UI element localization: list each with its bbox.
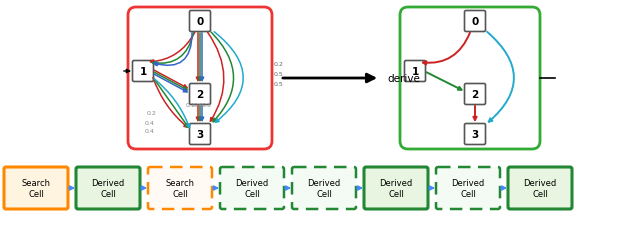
Text: 0.2: 0.2 [147, 110, 157, 116]
Text: Search
Cell: Search Cell [22, 179, 51, 198]
Text: 0.1: 0.1 [186, 103, 196, 108]
Text: derive: derive [387, 74, 420, 84]
Text: 0.5: 0.5 [274, 82, 284, 87]
FancyBboxPatch shape [189, 124, 211, 145]
Text: 3: 3 [472, 129, 479, 139]
FancyBboxPatch shape [465, 124, 486, 145]
FancyBboxPatch shape [508, 167, 572, 209]
FancyBboxPatch shape [148, 167, 212, 209]
Text: 1: 1 [140, 67, 147, 77]
FancyBboxPatch shape [364, 167, 428, 209]
Text: Derived
Cell: Derived Cell [307, 179, 340, 198]
Text: 2: 2 [472, 90, 479, 100]
FancyBboxPatch shape [189, 84, 211, 105]
FancyBboxPatch shape [132, 61, 154, 82]
FancyBboxPatch shape [404, 61, 426, 82]
Text: Derived
Cell: Derived Cell [380, 179, 413, 198]
FancyBboxPatch shape [4, 167, 68, 209]
Text: Derived
Cell: Derived Cell [92, 179, 125, 198]
Text: 3: 3 [196, 129, 204, 139]
Text: Derived
Cell: Derived Cell [524, 179, 557, 198]
FancyBboxPatch shape [400, 8, 540, 149]
Text: 0: 0 [196, 17, 204, 27]
Text: 0.4: 0.4 [145, 121, 155, 125]
Text: Derived
Cell: Derived Cell [451, 179, 484, 198]
Text: 0.4: 0.4 [145, 128, 155, 134]
Text: 0.6: 0.6 [194, 103, 204, 108]
Text: 2: 2 [196, 90, 204, 100]
Text: Derived
Cell: Derived Cell [236, 179, 269, 198]
FancyBboxPatch shape [128, 8, 272, 149]
Text: 0.3: 0.3 [202, 103, 212, 108]
Text: Search
Cell: Search Cell [166, 179, 195, 198]
FancyBboxPatch shape [436, 167, 500, 209]
FancyBboxPatch shape [465, 12, 486, 32]
Text: 1: 1 [412, 67, 419, 77]
Text: 0: 0 [472, 17, 479, 27]
FancyBboxPatch shape [292, 167, 356, 209]
FancyBboxPatch shape [189, 12, 211, 32]
Text: 0.5: 0.5 [274, 72, 284, 77]
FancyBboxPatch shape [220, 167, 284, 209]
FancyBboxPatch shape [465, 84, 486, 105]
Text: 0.2: 0.2 [274, 62, 284, 67]
FancyBboxPatch shape [76, 167, 140, 209]
